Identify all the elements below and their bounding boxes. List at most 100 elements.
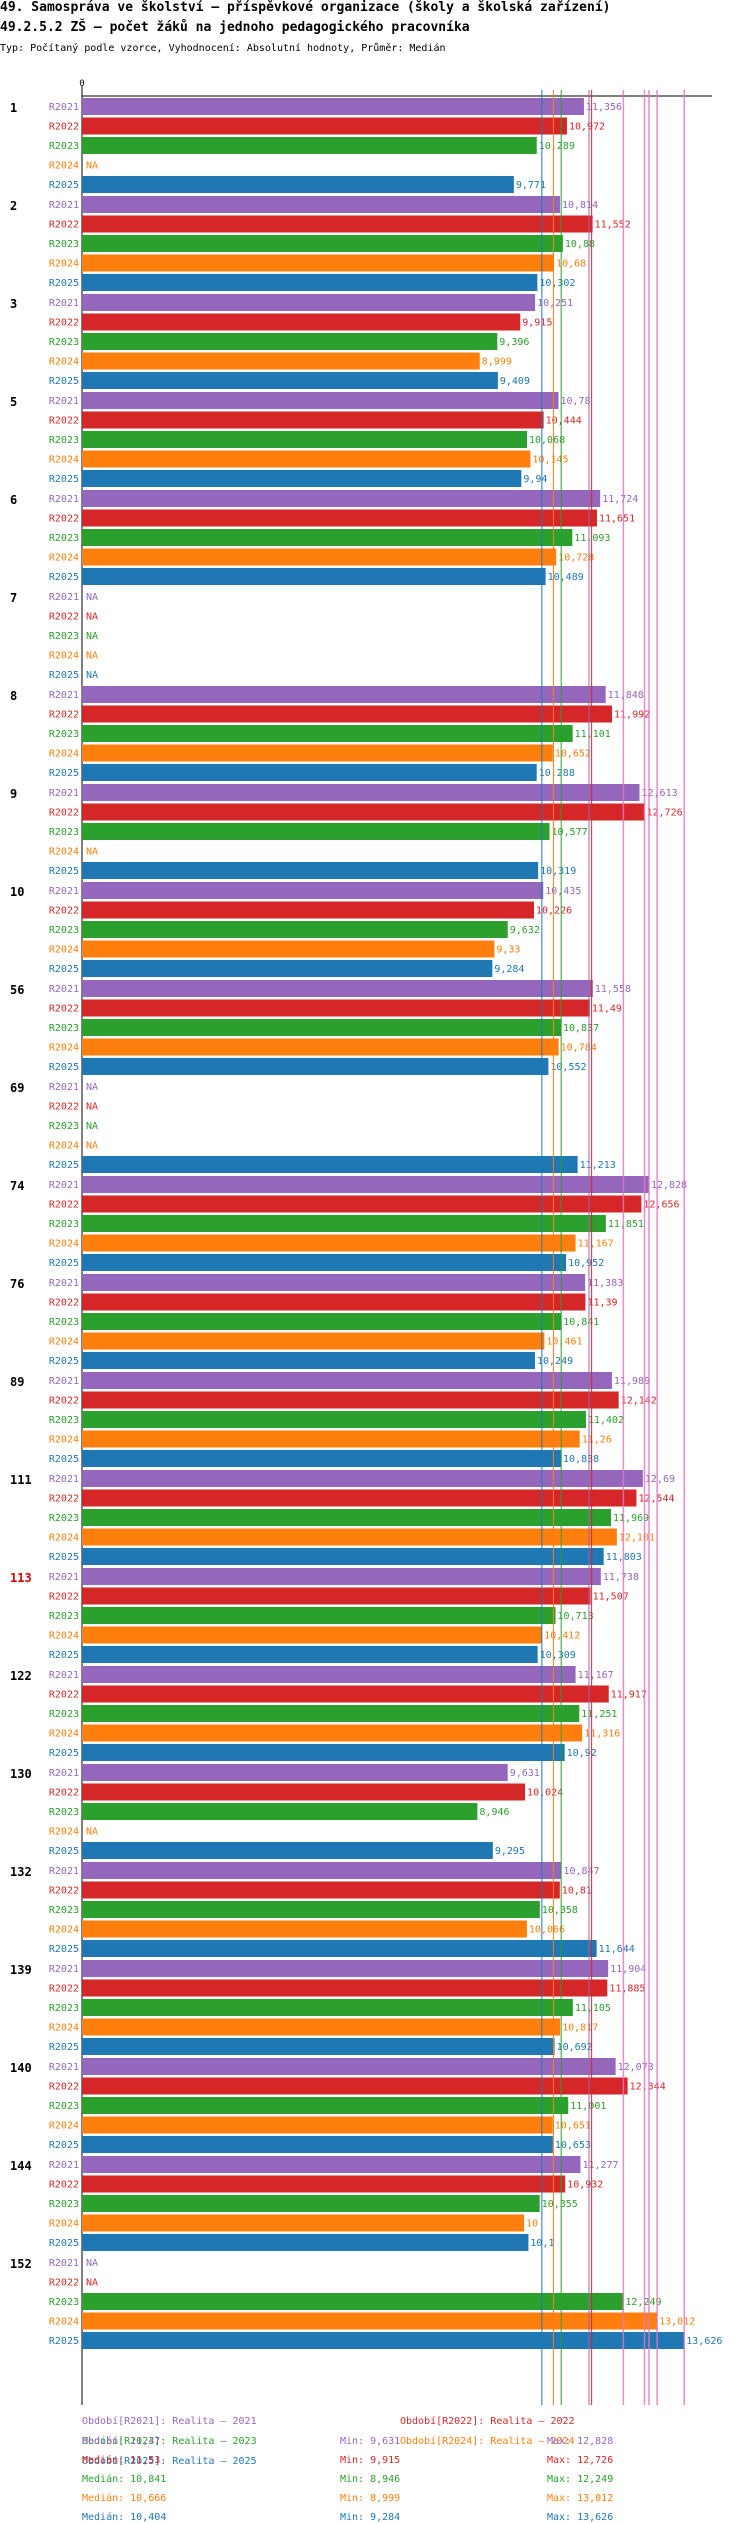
bar-9-R2022: [82, 803, 645, 821]
data-label: 10: [526, 2219, 538, 2230]
series-label: R2021: [49, 1670, 79, 1681]
series-label: R2025: [49, 1258, 79, 1269]
series-label: R2024: [49, 945, 79, 956]
legend-stat-median: Medián: 10,666: [82, 2493, 167, 2504]
bar-76-R2024: [82, 1332, 545, 1350]
series-label: R2023: [49, 533, 79, 544]
category-label-139: 139: [10, 1963, 32, 1977]
data-label: 10,577: [552, 827, 588, 838]
category-label-3: 3: [10, 297, 17, 311]
series-label: R2021: [49, 1768, 79, 1779]
data-label: 9,33: [496, 945, 520, 956]
series-label: R2024: [49, 357, 79, 368]
category-label-6: 6: [10, 493, 17, 507]
data-label: 11,277: [582, 2160, 618, 2171]
bar-140-R2023: [82, 2097, 569, 2114]
series-label: R2022: [49, 514, 79, 525]
series-label: R2024: [49, 1043, 79, 1054]
axis-zero-label: 0: [79, 79, 84, 89]
data-label: 10,066: [529, 1925, 565, 1936]
data-label: 11,558: [595, 984, 631, 995]
bar-3-R2024: [82, 352, 480, 370]
data-label: 12,656: [643, 1200, 679, 1211]
na-label: NA: [86, 2258, 98, 2269]
bar-3-R2021: [82, 294, 536, 311]
report-title: 49. Samospráva ve školství – příspěvkové…: [0, 0, 611, 15]
series-label: R2021: [49, 2258, 79, 2269]
series-label: R2024: [49, 2219, 79, 2230]
bar-140-R2024: [82, 2116, 553, 2134]
na-label: NA: [86, 651, 98, 662]
bar-76-R2023: [82, 1313, 562, 1330]
na-label: NA: [86, 592, 98, 603]
legend-entry-r2025: Období[R2025]: Realita – 2025: [82, 2456, 257, 2467]
bar-8-R2025: [82, 764, 537, 781]
bar-8-R2021: [82, 686, 606, 703]
legend-stat-median: Medián: 10,404: [82, 2512, 167, 2523]
bar-69-R2025: [82, 1156, 578, 1173]
series-label: R2024: [49, 1925, 79, 1936]
series-label: R2025: [49, 1356, 79, 1367]
data-label: 13,626: [686, 2336, 722, 2347]
data-label: 12,344: [630, 2082, 666, 2093]
data-label: 11,885: [609, 1984, 645, 1995]
series-label: R2022: [49, 1592, 79, 1603]
bar-3-R2022: [82, 313, 521, 331]
data-label: 11,251: [581, 1709, 617, 1720]
bar-111-R2024: [82, 1528, 617, 1546]
legend-stat-min: Min: 8,999: [340, 2493, 401, 2504]
category-label-130: 130: [10, 1767, 32, 1781]
bar-139-R2021: [82, 1960, 609, 1977]
bar-140-R2025: [82, 2136, 553, 2153]
data-label: 9,631: [510, 1768, 540, 1779]
data-label: 11,093: [574, 533, 610, 544]
data-label: 10,932: [567, 2180, 603, 2191]
bar-10-R2023: [82, 921, 508, 938]
bar-122-R2022: [82, 1685, 609, 1703]
data-label: 10,651: [555, 2121, 591, 2132]
series-label: R2022: [49, 1200, 79, 1211]
bar-132-R2021: [82, 1862, 562, 1879]
bar-140-R2022: [82, 2077, 628, 2095]
bar-8-R2022: [82, 705, 613, 723]
data-label: 11,39: [587, 1298, 617, 1309]
series-label: R2024: [49, 161, 79, 172]
series-label: R2024: [49, 651, 79, 662]
data-label: 10,461: [546, 1337, 582, 1348]
series-label: R2021: [49, 2062, 79, 2073]
series-label: R2021: [49, 298, 79, 309]
bar-74-R2023: [82, 1215, 606, 1232]
series-label: R2021: [49, 1082, 79, 1093]
series-label: R2025: [49, 670, 79, 681]
bar-111-R2023: [82, 1509, 612, 1526]
na-label: NA: [86, 161, 98, 172]
data-label: 10,249: [537, 1356, 573, 1367]
series-label: R2022: [49, 2278, 79, 2289]
legend-stat-min: Min: 9,631: [340, 2436, 401, 2447]
na-label: NA: [86, 847, 98, 858]
data-label: 13,012: [659, 2317, 695, 2328]
data-label: 10,435: [545, 886, 581, 897]
series-label: R2025: [49, 1552, 79, 1563]
bar-76-R2022: [82, 1293, 586, 1311]
bar-122-R2021: [82, 1666, 576, 1683]
series-label: R2024: [49, 259, 79, 270]
bar-111-R2021: [82, 1470, 643, 1487]
series-label: R2022: [49, 1298, 79, 1309]
series-label: R2021: [49, 592, 79, 603]
data-label: 11,402: [588, 1415, 624, 1426]
series-label: R2021: [49, 886, 79, 897]
bar-139-R2023: [82, 1999, 573, 2016]
data-label: 11,848: [608, 690, 644, 701]
bar-5-R2023: [82, 431, 528, 448]
series-label: R2023: [49, 1415, 79, 1426]
bar-152-R2024: [82, 2312, 658, 2330]
bar-1-R2025: [82, 176, 514, 193]
bar-144-R2025: [82, 2234, 529, 2251]
series-label: R2025: [49, 964, 79, 975]
data-label: 10,817: [562, 2023, 598, 2034]
data-label: 10,81: [562, 1886, 592, 1897]
bar-10-R2025: [82, 960, 493, 977]
series-label: R2024: [49, 1827, 79, 1838]
data-label: 11,001: [570, 2101, 606, 2112]
